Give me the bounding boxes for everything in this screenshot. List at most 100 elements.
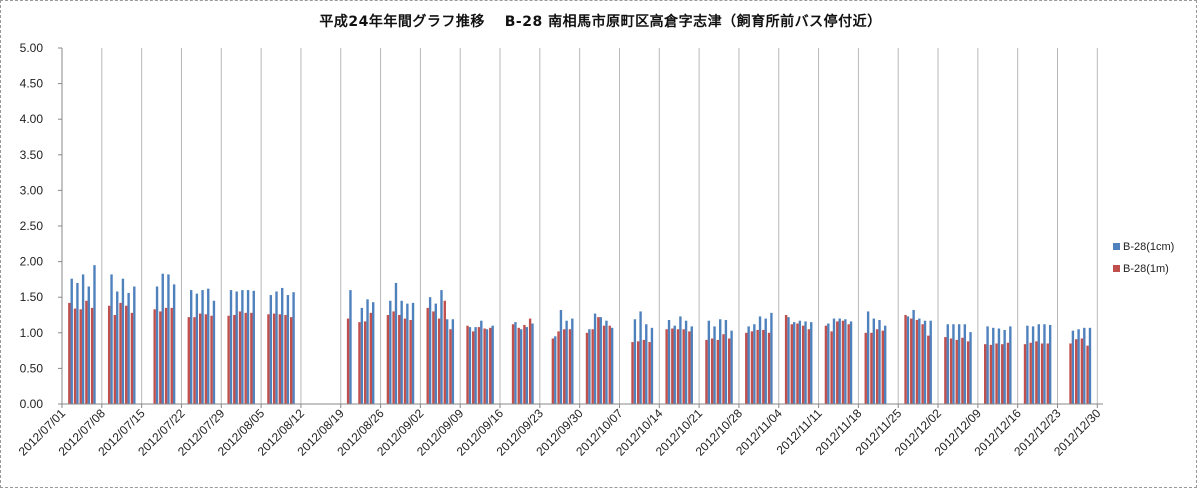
bar-1m bbox=[665, 329, 668, 404]
bar-1m bbox=[153, 309, 156, 404]
bar-1m bbox=[830, 331, 833, 404]
bar-1cm bbox=[451, 319, 455, 404]
bar-1cm bbox=[997, 328, 1001, 404]
bar-1cm bbox=[172, 284, 176, 404]
bar-1m bbox=[790, 324, 793, 404]
bar-1cm bbox=[957, 324, 961, 404]
bar-1cm bbox=[161, 273, 164, 404]
bar-1m bbox=[477, 327, 481, 404]
y-tick-label: 2.50 bbox=[20, 219, 44, 233]
bar-1cm bbox=[679, 316, 682, 404]
bar-1m bbox=[511, 324, 515, 404]
bar-1m bbox=[290, 317, 293, 404]
bar-1cm bbox=[372, 302, 375, 404]
bar-1m bbox=[910, 318, 913, 404]
bar-1cm bbox=[389, 300, 392, 404]
bar-1m bbox=[409, 319, 412, 404]
bar-1m bbox=[716, 339, 720, 404]
bar-1m bbox=[796, 323, 799, 404]
bar-1cm bbox=[1048, 324, 1052, 404]
y-tick-label: 4.50 bbox=[20, 77, 44, 91]
bar-1cm bbox=[866, 311, 870, 404]
bar-1m bbox=[392, 311, 395, 404]
bar-1cm bbox=[673, 325, 676, 404]
bar-1cm bbox=[730, 330, 733, 404]
y-tick-label: 1.50 bbox=[20, 290, 44, 304]
bar-1m bbox=[79, 309, 82, 404]
bar-1m bbox=[130, 312, 134, 404]
y-tick-label: 0.50 bbox=[20, 361, 44, 375]
bar-1m bbox=[784, 315, 788, 404]
legend-swatch bbox=[1113, 243, 1120, 250]
bar-1m bbox=[483, 328, 486, 404]
bar-1m bbox=[864, 332, 867, 404]
y-tick-label: 4.00 bbox=[20, 112, 44, 126]
bar-1cm bbox=[923, 320, 927, 404]
bar-1m bbox=[750, 331, 754, 404]
bar-1m bbox=[125, 305, 128, 404]
bar-1cm bbox=[428, 297, 432, 404]
bar-1m bbox=[705, 339, 708, 404]
bar-1m bbox=[1069, 343, 1072, 404]
bar-1cm bbox=[906, 316, 910, 404]
bar-1cm bbox=[514, 322, 517, 404]
bar-1m bbox=[386, 315, 390, 404]
bar-1cm bbox=[400, 300, 403, 404]
bar-1cm bbox=[121, 278, 125, 404]
bar-1m bbox=[597, 317, 600, 404]
bar-1m bbox=[841, 320, 845, 404]
chart-title: 平成24年年間グラフ推移 B-28 南相馬市原町区高倉字志津（飼育所前バス停付近… bbox=[319, 14, 882, 30]
bar-1m bbox=[198, 313, 202, 404]
y-tick-label: 3.50 bbox=[20, 148, 44, 162]
bar-1cm bbox=[588, 329, 591, 404]
bar-1m bbox=[187, 317, 190, 404]
bar-1cm bbox=[275, 291, 278, 404]
bar-1m bbox=[591, 329, 594, 404]
bar-1cm bbox=[406, 303, 409, 404]
grid-layer bbox=[61, 48, 1098, 404]
y-tick-label: 3.00 bbox=[20, 183, 44, 197]
bar-1cm bbox=[1009, 326, 1012, 404]
bar-1cm bbox=[440, 290, 443, 404]
bar-1m bbox=[193, 317, 196, 404]
bar-1cm bbox=[605, 320, 608, 404]
bar-1cm bbox=[93, 265, 96, 404]
bar-1cm bbox=[1026, 325, 1029, 404]
bar-1m bbox=[398, 315, 401, 404]
bar-1m bbox=[745, 332, 748, 404]
bar-1m bbox=[1080, 338, 1084, 404]
bar-1m bbox=[728, 338, 731, 404]
bar-1m bbox=[944, 337, 947, 404]
legend-swatch bbox=[1113, 265, 1120, 272]
bar-1m bbox=[210, 315, 213, 404]
bar-1cm bbox=[241, 290, 244, 404]
bar-1cm bbox=[554, 336, 557, 404]
bar-1m bbox=[159, 311, 162, 404]
bar-1m bbox=[1001, 344, 1004, 404]
bar-1cm bbox=[667, 319, 671, 404]
bar-1cm bbox=[292, 292, 295, 404]
bar-1cm bbox=[434, 303, 437, 404]
bar-1m bbox=[1006, 342, 1010, 404]
bar-1cm bbox=[1077, 329, 1080, 404]
bar-1cm bbox=[758, 316, 762, 404]
bar-1m bbox=[563, 329, 566, 404]
bar-1m bbox=[602, 325, 606, 404]
bar-1cm bbox=[76, 282, 79, 404]
bar-1m bbox=[244, 312, 247, 404]
bar-1m bbox=[631, 342, 634, 404]
bar-1cm bbox=[633, 319, 637, 404]
bar-1m bbox=[363, 321, 367, 404]
bar-1cm bbox=[872, 318, 875, 404]
bar-1cm bbox=[946, 324, 949, 404]
bar-1cm bbox=[411, 302, 415, 404]
bar-1m bbox=[767, 332, 771, 404]
bar-1cm bbox=[844, 319, 847, 404]
bar-1cm bbox=[1071, 330, 1075, 404]
bar-1cm bbox=[992, 327, 995, 404]
bar-1cm bbox=[189, 290, 193, 404]
bar-1cm bbox=[70, 278, 73, 404]
bar-1m bbox=[875, 329, 879, 404]
bar-1m bbox=[722, 334, 725, 404]
